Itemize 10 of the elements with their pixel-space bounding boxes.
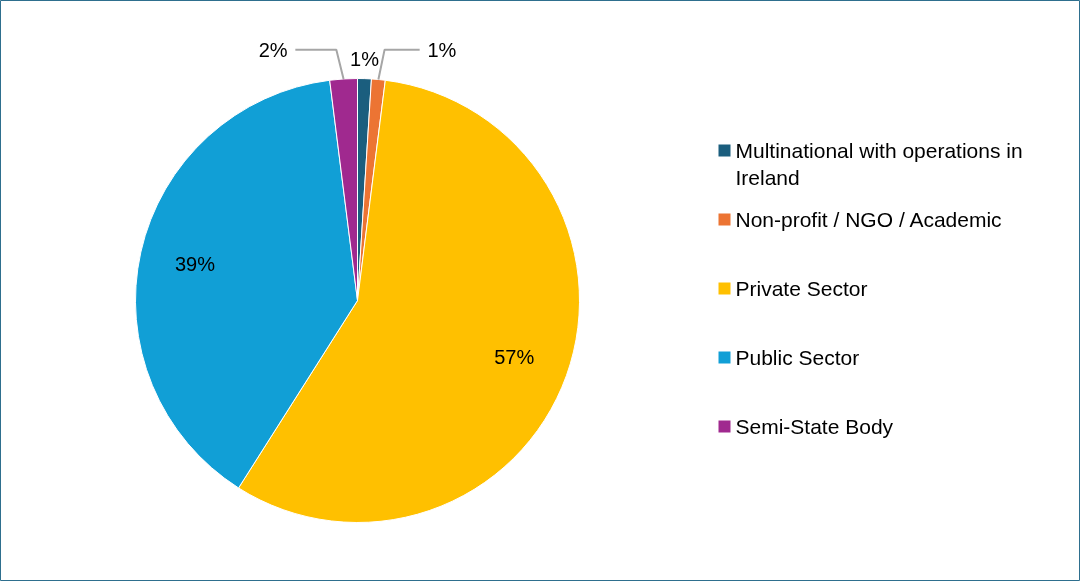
data-label: 1% bbox=[427, 38, 457, 61]
legend-label: Public Sector bbox=[735, 346, 860, 369]
data-label: 2% bbox=[258, 38, 288, 61]
legend-label: Semi-State Body bbox=[735, 415, 894, 438]
data-label: 1% bbox=[350, 47, 380, 70]
data-label: 57% bbox=[494, 345, 535, 368]
legend-label: Private Sector bbox=[735, 277, 868, 300]
legend-label: Multinational with operations in Ireland bbox=[735, 139, 1023, 189]
legend-label: Non-profit / NGO / Academic bbox=[735, 208, 1002, 231]
data-label: 39% bbox=[175, 253, 216, 276]
